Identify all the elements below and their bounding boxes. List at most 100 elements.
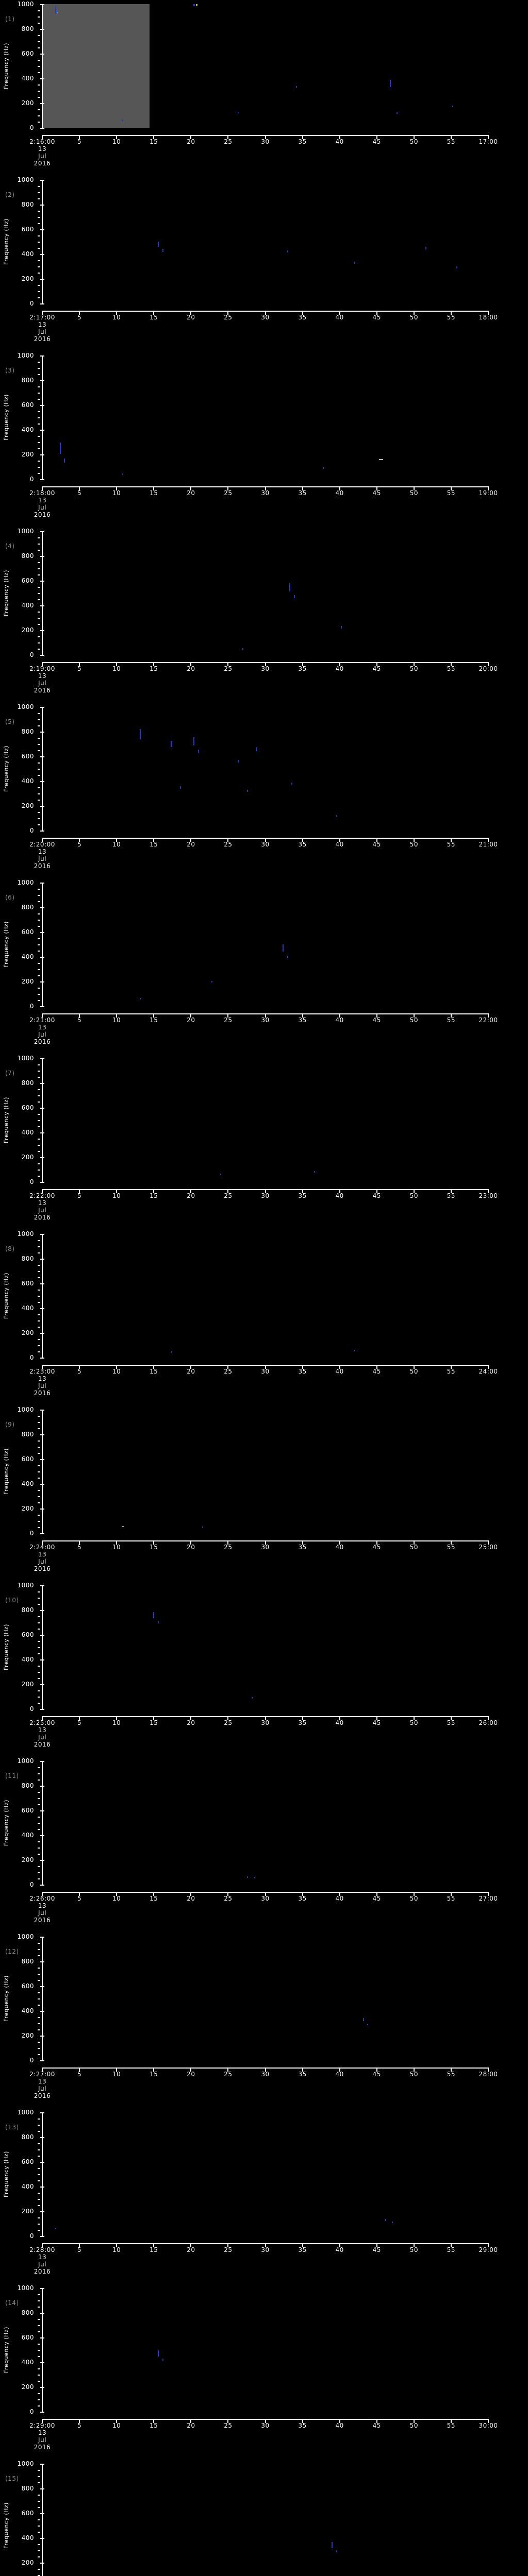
x-axis-date-day: 13 — [38, 672, 47, 680]
plot-area[interactable] — [42, 1234, 488, 1358]
x-tick-label: 20 — [187, 1192, 195, 1199]
x-tick-label: 10 — [112, 1368, 121, 1375]
x-tick-label: 35 — [298, 841, 307, 848]
x-tick-label: 15 — [150, 2246, 158, 2253]
spectrogram-panel[interactable]: (5) Frequency (Hz) 0 200 400 600 800 1000 2:20:0… — [0, 703, 528, 878]
y-tick-minor — [38, 1064, 40, 1065]
plot-area[interactable] — [42, 1585, 488, 1709]
x-tick-label: 28:00 — [478, 2071, 498, 2078]
x-axis-date-month: Jul — [38, 1382, 46, 1389]
y-tick-minor — [38, 994, 40, 995]
x-tick — [153, 486, 155, 490]
x-tick-label: 10 — [112, 1544, 121, 1551]
plot-area[interactable] — [42, 180, 488, 303]
x-tick — [302, 1540, 303, 1545]
detection-marker — [242, 648, 244, 650]
plot-area[interactable] — [42, 707, 488, 831]
y-tick-minor — [38, 2205, 40, 2206]
spectrogram-panel[interactable]: (9) Frequency (Hz) 0 200 400 600 800 1000 2:24:0… — [0, 1405, 528, 1581]
x-axis-date-year: 2016 — [34, 2268, 51, 2275]
spectrogram-panel[interactable]: (10) Frequency (Hz) 0 200 400 600 800 1000 2:25:… — [0, 1581, 528, 1757]
detection-marker — [140, 728, 141, 739]
y-tick-minor — [38, 1265, 40, 1266]
x-tick-label: 50 — [409, 1719, 418, 1726]
detection-marker — [180, 786, 182, 789]
y-tick-major — [40, 707, 44, 708]
plot-area[interactable] — [42, 1058, 488, 1182]
x-tick-label: 25 — [224, 1719, 233, 1726]
x-tick — [488, 2243, 489, 2247]
y-tick-minor — [38, 2399, 40, 2400]
y-tick-minor — [38, 1968, 40, 1969]
y-tick-major — [40, 756, 44, 757]
x-tick — [42, 838, 43, 842]
x-axis-date-day: 13 — [38, 1024, 47, 1031]
y-tick-major — [40, 1058, 44, 1059]
y-tick-minor — [38, 1320, 40, 1321]
spectrogram-panel[interactable]: (12) Frequency (Hz) 0 200 400 600 800 1000 2:27:… — [0, 1933, 528, 2108]
spectrogram-panel[interactable]: (8) Frequency (Hz) 0 200 400 600 800 1000 2:23:0… — [0, 1230, 528, 1405]
spectrogram-panel[interactable]: (7) Frequency (Hz) 0 200 400 600 800 1000 2:22:0… — [0, 1054, 528, 1230]
spectrogram-panel[interactable]: (2) Frequency (Hz) 0 200 400 600 800 1000 2:17:0… — [0, 176, 528, 351]
y-axis-line — [42, 1761, 43, 1885]
y-tick-minor — [38, 1598, 40, 1599]
x-tick — [153, 1716, 155, 1720]
x-axis-date-day: 13 — [38, 321, 47, 328]
spectrogram-panel[interactable]: (13) Frequency (Hz) 0 200 400 600 800 1000 2:28:… — [0, 2108, 528, 2284]
plot-area[interactable] — [42, 1761, 488, 1885]
y-tick-label: 200 — [21, 1329, 34, 1336]
spectrogram-panel[interactable]: (6) Frequency (Hz) 0 200 400 600 800 1000 2:21:0… — [0, 878, 528, 1054]
y-tick-minor — [38, 1145, 40, 1146]
y-tick-minor — [38, 762, 40, 764]
y-axis-line — [42, 1234, 43, 1358]
y-axis-line — [42, 883, 43, 1006]
x-tick — [302, 2419, 303, 2423]
y-tick-minor — [38, 1428, 40, 1429]
plot-area[interactable] — [42, 1937, 488, 2060]
x-tick-label: 5 — [77, 489, 82, 497]
y-tick-minor — [38, 16, 40, 18]
x-axis-date-day: 13 — [38, 2253, 47, 2261]
y-tick-major — [40, 957, 44, 958]
spectrogram-panel[interactable]: (1) Frequency (Hz) 0 200 400 600 800 1000 2:16:0… — [0, 0, 528, 176]
y-tick-minor — [38, 448, 40, 449]
x-axis-date-month: Jul — [38, 152, 46, 160]
y-tick-major — [40, 831, 44, 832]
detection-marker — [385, 2218, 387, 2221]
spectrogram-panel[interactable]: (11) Frequency (Hz) 0 200 400 600 800 1000 2:26:… — [0, 1757, 528, 1933]
plot-area[interactable] — [42, 355, 488, 479]
y-tick-minor — [38, 2029, 40, 2030]
spectrogram-panel[interactable]: (4) Frequency (Hz) 0 200 400 600 800 1000 2:19:0… — [0, 527, 528, 703]
plot-area[interactable] — [42, 2288, 488, 2412]
y-tick-major — [40, 1659, 44, 1660]
x-axis-date-year: 2016 — [34, 687, 51, 694]
y-tick-label: 800 — [21, 904, 34, 911]
plot-area[interactable] — [42, 4, 488, 128]
x-tick-label: 10 — [112, 1192, 121, 1199]
x-tick-label: 35 — [298, 1544, 307, 1551]
detection-marker — [122, 120, 124, 122]
spectrogram-panel[interactable]: (15)Frequency (Hz)020040060080010002:30:… — [0, 2460, 528, 2576]
y-tick-label: 800 — [21, 1606, 34, 1614]
plot-area[interactable] — [42, 2112, 488, 2236]
plot-area[interactable] — [42, 883, 488, 1006]
x-tick-label: 5 — [77, 841, 82, 848]
detection-marker — [122, 473, 123, 475]
plot-area[interactable] — [42, 531, 488, 655]
y-tick-label: 800 — [21, 25, 34, 32]
spectrogram-panel[interactable]: (14) Frequency (Hz) 0 200 400 600 800 1000 2:29:… — [0, 2284, 528, 2460]
plot-area[interactable] — [42, 1410, 488, 1533]
x-tick — [265, 1540, 266, 1545]
x-tick-label: 55 — [447, 1719, 456, 1726]
detection-marker — [157, 241, 159, 247]
x-axis-date-month: Jul — [38, 2261, 46, 2268]
x-tick — [265, 135, 266, 139]
x-axis-date-month: Jul — [38, 328, 46, 335]
x-tick-label: 50 — [409, 1895, 418, 1902]
spectrogram-panel[interactable]: (3) Frequency (Hz) 0 200 400 600 800 1000 2:18:0… — [0, 351, 528, 527]
x-tick-label: 55 — [447, 1192, 456, 1199]
x-tick — [227, 662, 229, 666]
x-tick-label: 50 — [409, 138, 418, 145]
y-tick-major — [40, 1810, 44, 1811]
plot-area[interactable] — [42, 2464, 488, 2576]
